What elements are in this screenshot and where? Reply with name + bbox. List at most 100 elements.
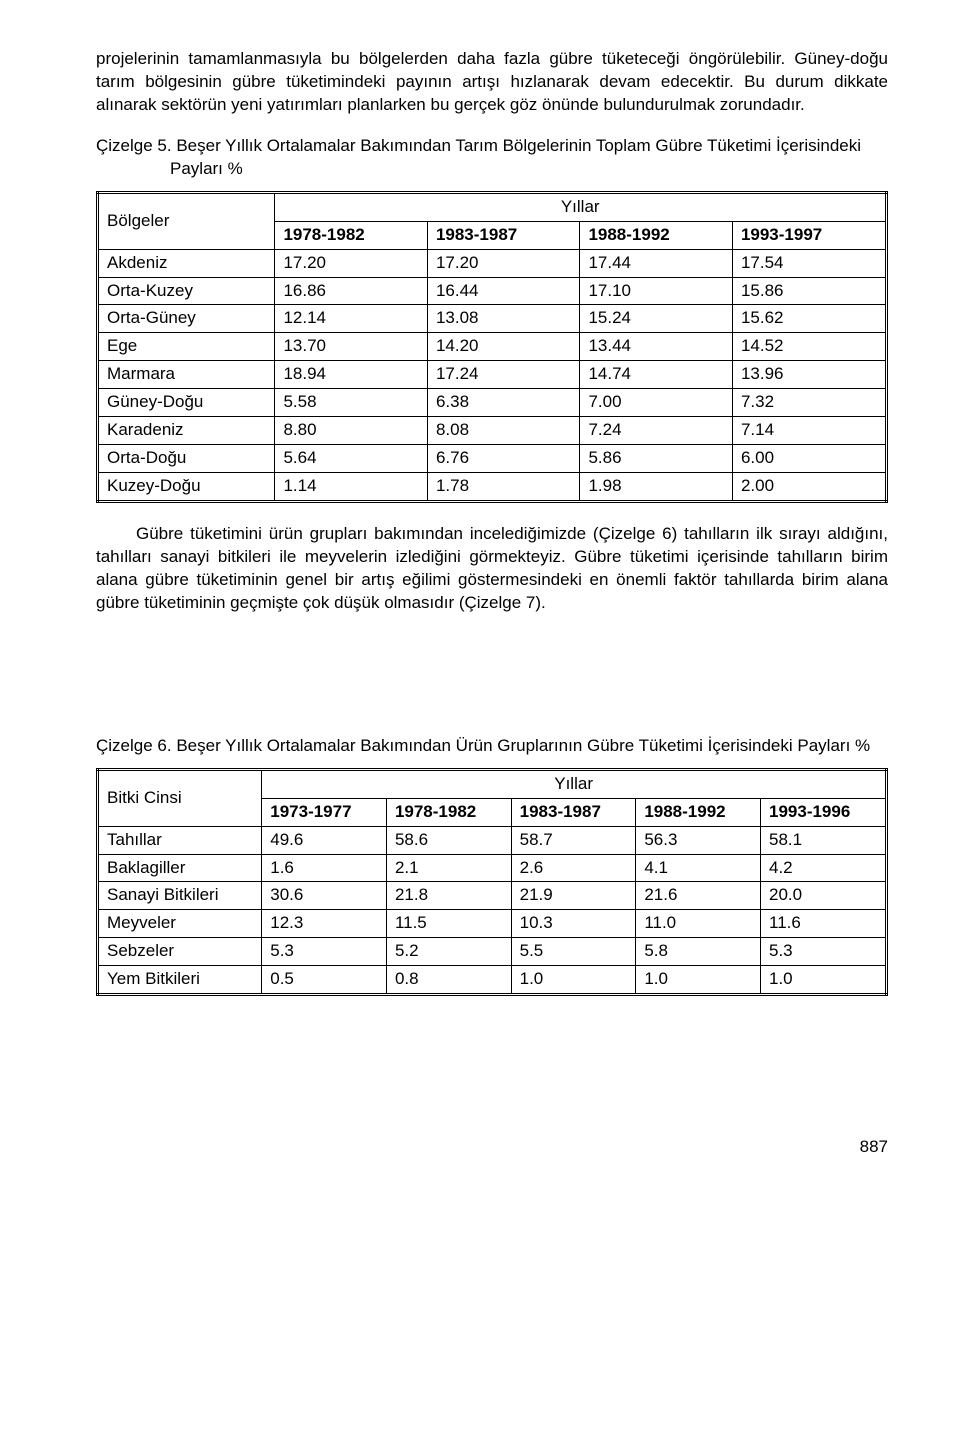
table6-cell: 5.3: [761, 938, 887, 966]
table-row: Meyveler12.311.510.311.011.6: [98, 910, 887, 938]
table6-period: 1978-1982: [386, 798, 511, 826]
table5-cell: 13.70: [275, 333, 428, 361]
table6-rowhead: Bitki Cinsi: [98, 769, 262, 826]
table6-cell: 0.5: [262, 966, 387, 995]
table6-cell: 5.5: [511, 938, 636, 966]
table-row: Sebzeler5.35.25.55.85.3: [98, 938, 887, 966]
table5-cell: 1.78: [427, 473, 580, 502]
table6-cell: 21.8: [386, 882, 511, 910]
table5-cell: 13.44: [580, 333, 733, 361]
table5-cell: 7.00: [580, 389, 733, 417]
table-row: Sanayi Bitkileri30.621.821.921.620.0: [98, 882, 887, 910]
table5-cell: 17.24: [427, 361, 580, 389]
table5-cell: 5.58: [275, 389, 428, 417]
table6-cell: 12.3: [262, 910, 387, 938]
table6-period: 1993-1996: [761, 798, 887, 826]
table6-cell: 49.6: [262, 826, 387, 854]
table5-years-header: Yıllar: [275, 192, 887, 221]
table5-row-label: Ege: [98, 333, 275, 361]
table5-cell: 7.24: [580, 417, 733, 445]
table5-row-label: Orta-Güney: [98, 305, 275, 333]
table5-cell: 14.20: [427, 333, 580, 361]
table-row: Kuzey-Doğu1.141.781.982.00: [98, 473, 887, 502]
table6-cell: 56.3: [636, 826, 761, 854]
table5-cell: 15.24: [580, 305, 733, 333]
table5-cell: 7.14: [732, 417, 886, 445]
table5-row-label: Marmara: [98, 361, 275, 389]
table5-row-label: Kuzey-Doğu: [98, 473, 275, 502]
table5-cell: 16.44: [427, 277, 580, 305]
table5-cell: 6.00: [732, 445, 886, 473]
table5-cell: 14.74: [580, 361, 733, 389]
table6-caption: Çizelge 6. Beşer Yıllık Ortalamalar Bakı…: [170, 735, 888, 758]
table5-cell: 5.86: [580, 445, 733, 473]
table5-caption: Çizelge 5. Beşer Yıllık Ortalamalar Bakı…: [170, 135, 888, 181]
table-row: Baklagiller1.62.12.64.14.2: [98, 854, 887, 882]
table-row: Orta-Doğu5.646.765.866.00: [98, 445, 887, 473]
table6-cell: 58.1: [761, 826, 887, 854]
table5-period: 1988-1992: [580, 221, 733, 249]
table5-period: 1983-1987: [427, 221, 580, 249]
table6-cell: 11.6: [761, 910, 887, 938]
table-row: Yem Bitkileri0.50.81.01.01.0: [98, 966, 887, 995]
table5-cell: 17.20: [275, 249, 428, 277]
table6-cell: 2.6: [511, 854, 636, 882]
table5-cell: 17.44: [580, 249, 733, 277]
table6-cell: 0.8: [386, 966, 511, 995]
table-row: Tahıllar49.658.658.756.358.1: [98, 826, 887, 854]
table6-years-header: Yıllar: [262, 769, 887, 798]
table6-row-label: Yem Bitkileri: [98, 966, 262, 995]
paragraph-1: projelerinin tamamlanmasıyla bu bölgeler…: [96, 48, 888, 117]
table5-cell: 12.14: [275, 305, 428, 333]
table-row: Akdeniz17.2017.2017.4417.54: [98, 249, 887, 277]
table6-cell: 1.0: [761, 966, 887, 995]
table5-period: 1978-1982: [275, 221, 428, 249]
table5-cell: 15.86: [732, 277, 886, 305]
table6-row-label: Sebzeler: [98, 938, 262, 966]
table6-cell: 21.9: [511, 882, 636, 910]
table6-cell: 1.0: [511, 966, 636, 995]
table5-cell: 17.20: [427, 249, 580, 277]
table-row: Karadeniz8.808.087.247.14: [98, 417, 887, 445]
table6-cell: 4.2: [761, 854, 887, 882]
paragraph-2: Gübre tüketimini ürün grupları bakımında…: [96, 523, 888, 615]
table5-cell: 13.96: [732, 361, 886, 389]
table5-cell: 16.86: [275, 277, 428, 305]
table6-cell: 11.5: [386, 910, 511, 938]
table6-row-label: Sanayi Bitkileri: [98, 882, 262, 910]
table6-cell: 10.3: [511, 910, 636, 938]
table6-cell: 4.1: [636, 854, 761, 882]
table5-cell: 2.00: [732, 473, 886, 502]
page-number: 887: [96, 1136, 888, 1159]
table-row: Orta-Güney12.1413.0815.2415.62: [98, 305, 887, 333]
table5-cell: 18.94: [275, 361, 428, 389]
table5-cell: 1.14: [275, 473, 428, 502]
table6-period: 1988-1992: [636, 798, 761, 826]
table6-body: Tahıllar49.658.658.756.358.1Baklagiller1…: [98, 826, 887, 995]
table5-row-label: Akdeniz: [98, 249, 275, 277]
table5-row-label: Orta-Doğu: [98, 445, 275, 473]
table5-period: 1993-1997: [732, 221, 886, 249]
table-row: Ege13.7014.2013.4414.52: [98, 333, 887, 361]
table6-cell: 2.1: [386, 854, 511, 882]
table6-cell: 1.0: [636, 966, 761, 995]
table5-cell: 17.10: [580, 277, 733, 305]
table5-cell: 7.32: [732, 389, 886, 417]
table-row: Güney-Doğu5.586.387.007.32: [98, 389, 887, 417]
table6-row-label: Tahıllar: [98, 826, 262, 854]
table5-cell: 1.98: [580, 473, 733, 502]
table6-cell: 1.6: [262, 854, 387, 882]
table5-cell: 8.80: [275, 417, 428, 445]
table6-cell: 5.8: [636, 938, 761, 966]
table6-row-label: Meyveler: [98, 910, 262, 938]
table6-period: 1973-1977: [262, 798, 387, 826]
table5-rowhead: Bölgeler: [98, 192, 275, 249]
table6-cell: 58.7: [511, 826, 636, 854]
table6-cell: 5.2: [386, 938, 511, 966]
table-row: Orta-Kuzey16.8616.4417.1015.86: [98, 277, 887, 305]
table5-cell: 17.54: [732, 249, 886, 277]
table6-period: 1983-1987: [511, 798, 636, 826]
table5-cell: 6.38: [427, 389, 580, 417]
table6-cell: 30.6: [262, 882, 387, 910]
table-6: Bitki Cinsi Yıllar 1973-1977 1978-1982 1…: [96, 768, 888, 997]
